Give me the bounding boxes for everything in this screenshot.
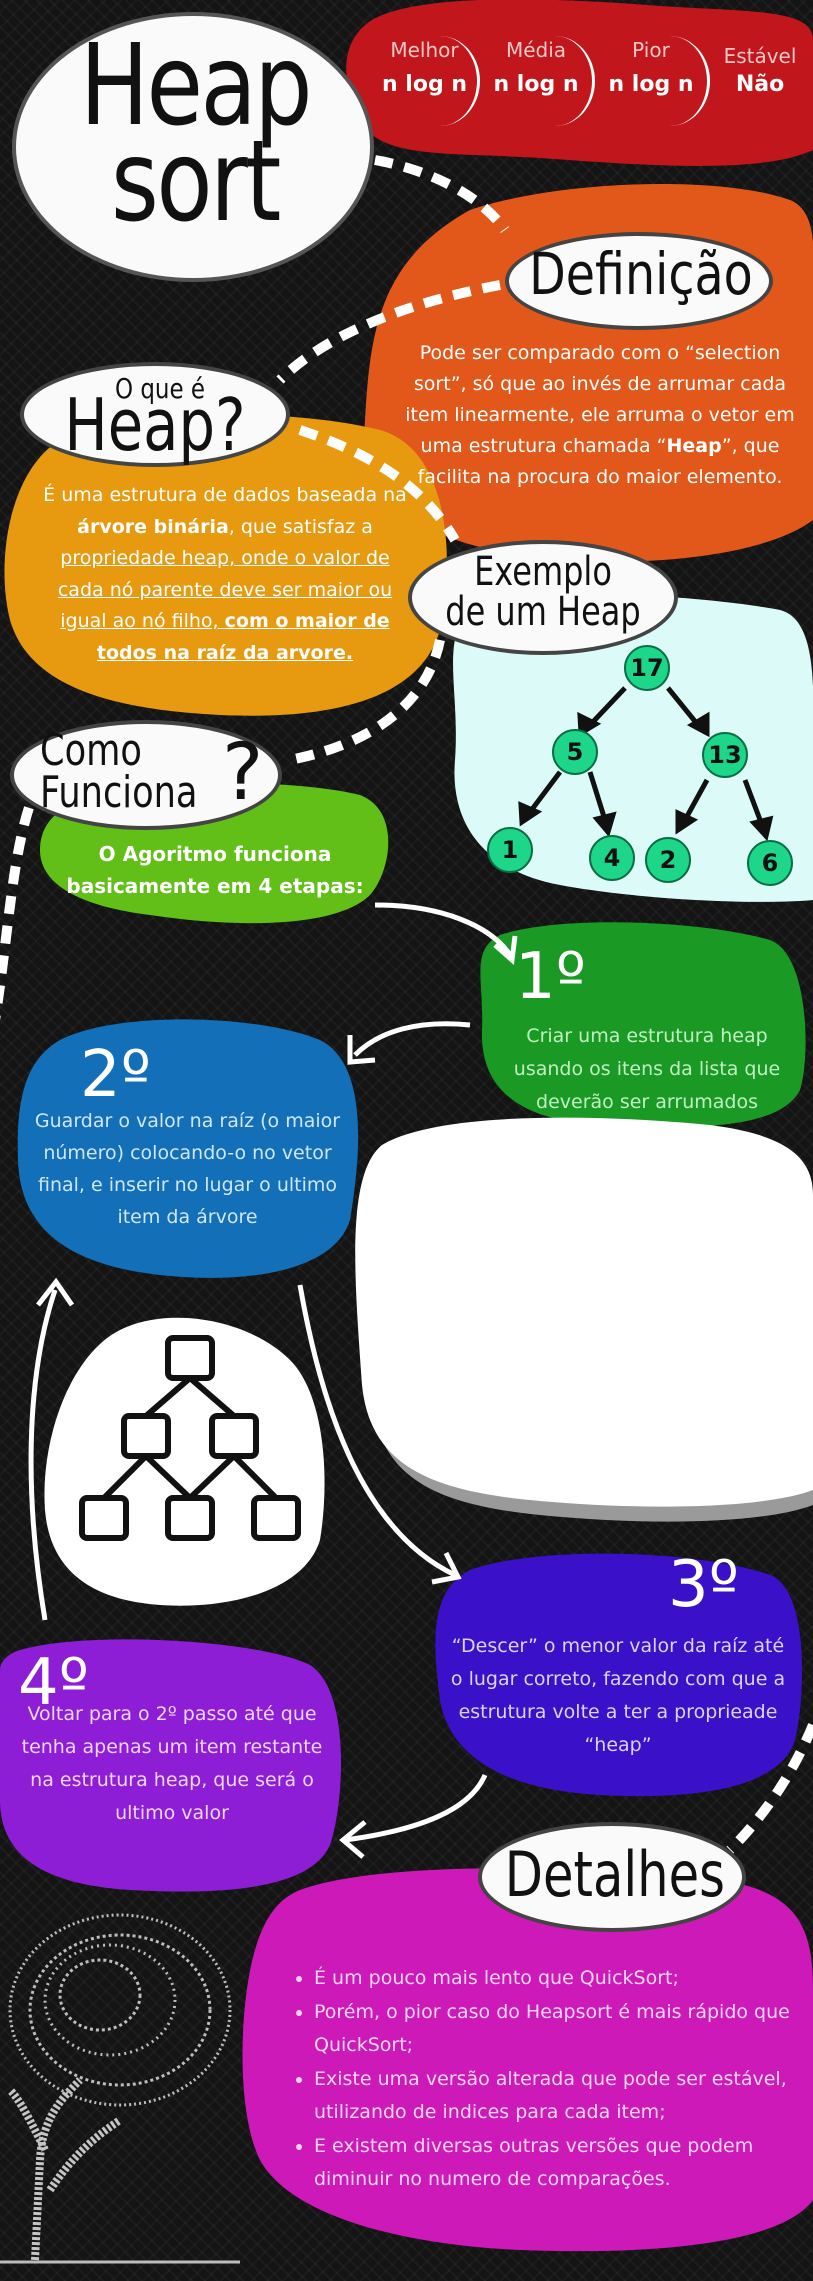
definicao-text: Pode ser comparado com o “selection sort… xyxy=(395,338,805,493)
complexity-label: Pior xyxy=(632,38,670,62)
definicao-text-a: Pode ser comparado com o “selection sort… xyxy=(405,342,795,457)
step4-number: 4º xyxy=(18,1646,89,1720)
arrow-3-to-4 xyxy=(339,1773,488,1859)
tree-structure-icon xyxy=(79,1335,301,1541)
step3-number: 3º xyxy=(668,1548,739,1622)
oque-heading-ellipse xyxy=(20,362,290,467)
heap-node xyxy=(589,835,635,881)
detalhes-item: É um pouco mais lento que QuickSort; xyxy=(314,1962,797,1996)
arrow-2-to-3 xyxy=(297,1284,462,1585)
exemplo-heading-line2: de um Heap xyxy=(445,589,641,635)
arrow-1-to-2 xyxy=(347,1021,471,1065)
oque-text-underlined-bold: com o maior de todos na raíz da arvore. xyxy=(96,610,390,664)
heap-node-label: 13 xyxy=(708,741,741,769)
detalhes-item: Existe uma versão alterada que pode ser … xyxy=(314,2063,797,2130)
heap-node xyxy=(487,827,533,873)
title-ellipse xyxy=(12,12,374,282)
dashed-connector-5 xyxy=(0,777,45,1021)
heap-node xyxy=(702,732,748,778)
heap-node-label: 6 xyxy=(762,849,779,877)
oque-text-2: , que satisfaz a xyxy=(228,515,373,538)
heap-node-label: 17 xyxy=(630,654,663,682)
como-heading-line2: Funciona xyxy=(40,767,198,818)
page-title: Heap sort xyxy=(20,21,370,247)
oque-heading-big: Heap? xyxy=(64,383,246,467)
heap-node-label: 2 xyxy=(660,846,677,874)
como-text: O Agoritmo funciona basicamente em 4 eta… xyxy=(66,842,364,898)
step1-text: Criar uma estrutura heap usando os itens… xyxy=(513,1025,781,1113)
complexity-cell-estavel: Estável Não xyxy=(710,36,810,126)
heap-node-label: 1 xyxy=(502,836,519,864)
heap-node-label: 4 xyxy=(604,844,621,872)
detalhes-list-container: É um pouco mais lento que QuickSort; Por… xyxy=(292,1962,797,2197)
complexity-value: n log n xyxy=(608,72,694,97)
tree-of-words-illustration xyxy=(0,1913,240,2264)
heap-node xyxy=(624,645,670,691)
heap-node xyxy=(747,840,793,886)
oque-text-underlined: propriedade heap, onde o valor de cada n… xyxy=(57,547,393,632)
complexity-value: n log n xyxy=(381,72,468,97)
heap-node xyxy=(552,729,598,775)
step2-number: 2º xyxy=(80,1038,151,1112)
definicao-heading: Definição xyxy=(529,240,753,308)
complexity-cell-media: Média n log n xyxy=(480,36,595,126)
dashed-connector-1 xyxy=(374,155,510,233)
complexity-value: Não xyxy=(735,72,785,97)
definicao-heading-ellipse xyxy=(505,232,773,330)
complexity-label: Melhor xyxy=(390,38,459,62)
step1-number: 1º xyxy=(515,940,586,1014)
detalhes-heading-ellipse xyxy=(478,1822,746,1932)
complexity-cell-melhor: Melhor n log n xyxy=(372,36,480,126)
complexity-cell-pior: Pior n log n xyxy=(595,36,710,126)
detalhes-item: E existem diversas outras versões que po… xyxy=(314,2130,797,2197)
step3-text: “Descer” o menor valor da raíz até o lug… xyxy=(450,1635,786,1756)
como-heading: Como Funciona xyxy=(40,725,240,818)
definicao-text-b: ”, que facilita na procura do maior elem… xyxy=(417,435,783,488)
exemplo-heading-line1: Exemplo xyxy=(474,549,612,595)
detalhes-item: Porém, o pior caso do Heapsort é mais rá… xyxy=(314,1996,797,2063)
page-title-line1: Heap xyxy=(79,21,313,151)
oque-text-1: É uma estrutura de dados baseada na xyxy=(43,484,407,506)
step2-text: Guardar o valor na raíz (o maior número)… xyxy=(34,1110,341,1228)
detalhes-heading: Detalhes xyxy=(504,1838,725,1911)
exemplo-heading: Exemplo de um Heap xyxy=(408,552,678,632)
oque-text-bold: árvore binária xyxy=(77,515,229,538)
page-title-line2: sort xyxy=(111,117,281,247)
como-question-mark: ? xyxy=(222,728,264,818)
heap-node xyxy=(645,837,691,883)
oque-heading-small: O que é xyxy=(114,372,206,405)
arrow-como-to-1 xyxy=(374,902,518,966)
white-shape xyxy=(355,1117,813,1507)
complexity-label: Média xyxy=(505,38,567,62)
definicao-text-bold: Heap xyxy=(666,435,722,457)
white-shape-shadow xyxy=(365,1132,813,1522)
como-heading-line1: Como xyxy=(40,725,142,776)
heap-node-label: 5 xyxy=(567,738,584,766)
complexity-label: Estável xyxy=(723,44,797,68)
exemplo-heading-ellipse xyxy=(408,540,678,655)
detalhes-list: É um pouco mais lento que QuickSort; Por… xyxy=(292,1962,797,2197)
complexity-value: n log n xyxy=(493,72,579,97)
como-heading-ellipse xyxy=(10,720,282,830)
step4-text: Voltar para o 2º passo até que tenha ape… xyxy=(21,1703,323,1824)
complexity-table: Melhor n log n Média n log n Pior n log … xyxy=(372,36,812,126)
oque-text: É uma estrutura de dados baseada na árvo… xyxy=(40,480,410,669)
